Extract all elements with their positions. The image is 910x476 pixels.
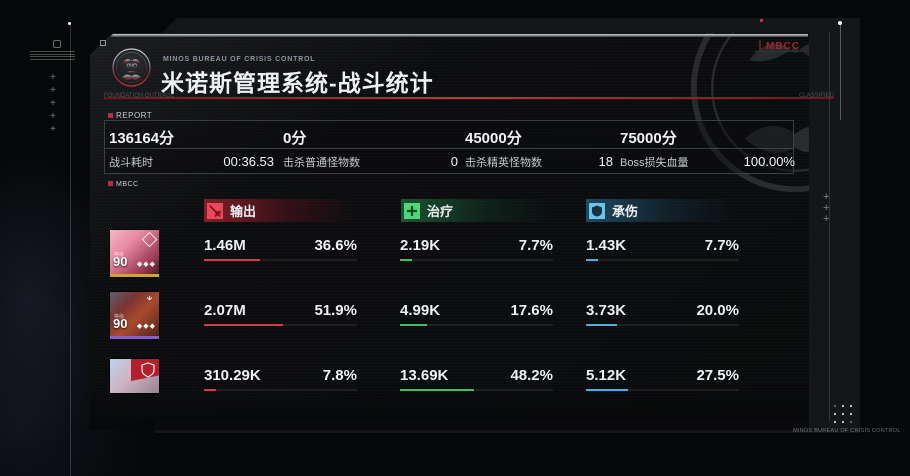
svg-text:MBCC: MBCC [128, 70, 136, 74]
svg-text:OVO: OVO [126, 64, 137, 70]
